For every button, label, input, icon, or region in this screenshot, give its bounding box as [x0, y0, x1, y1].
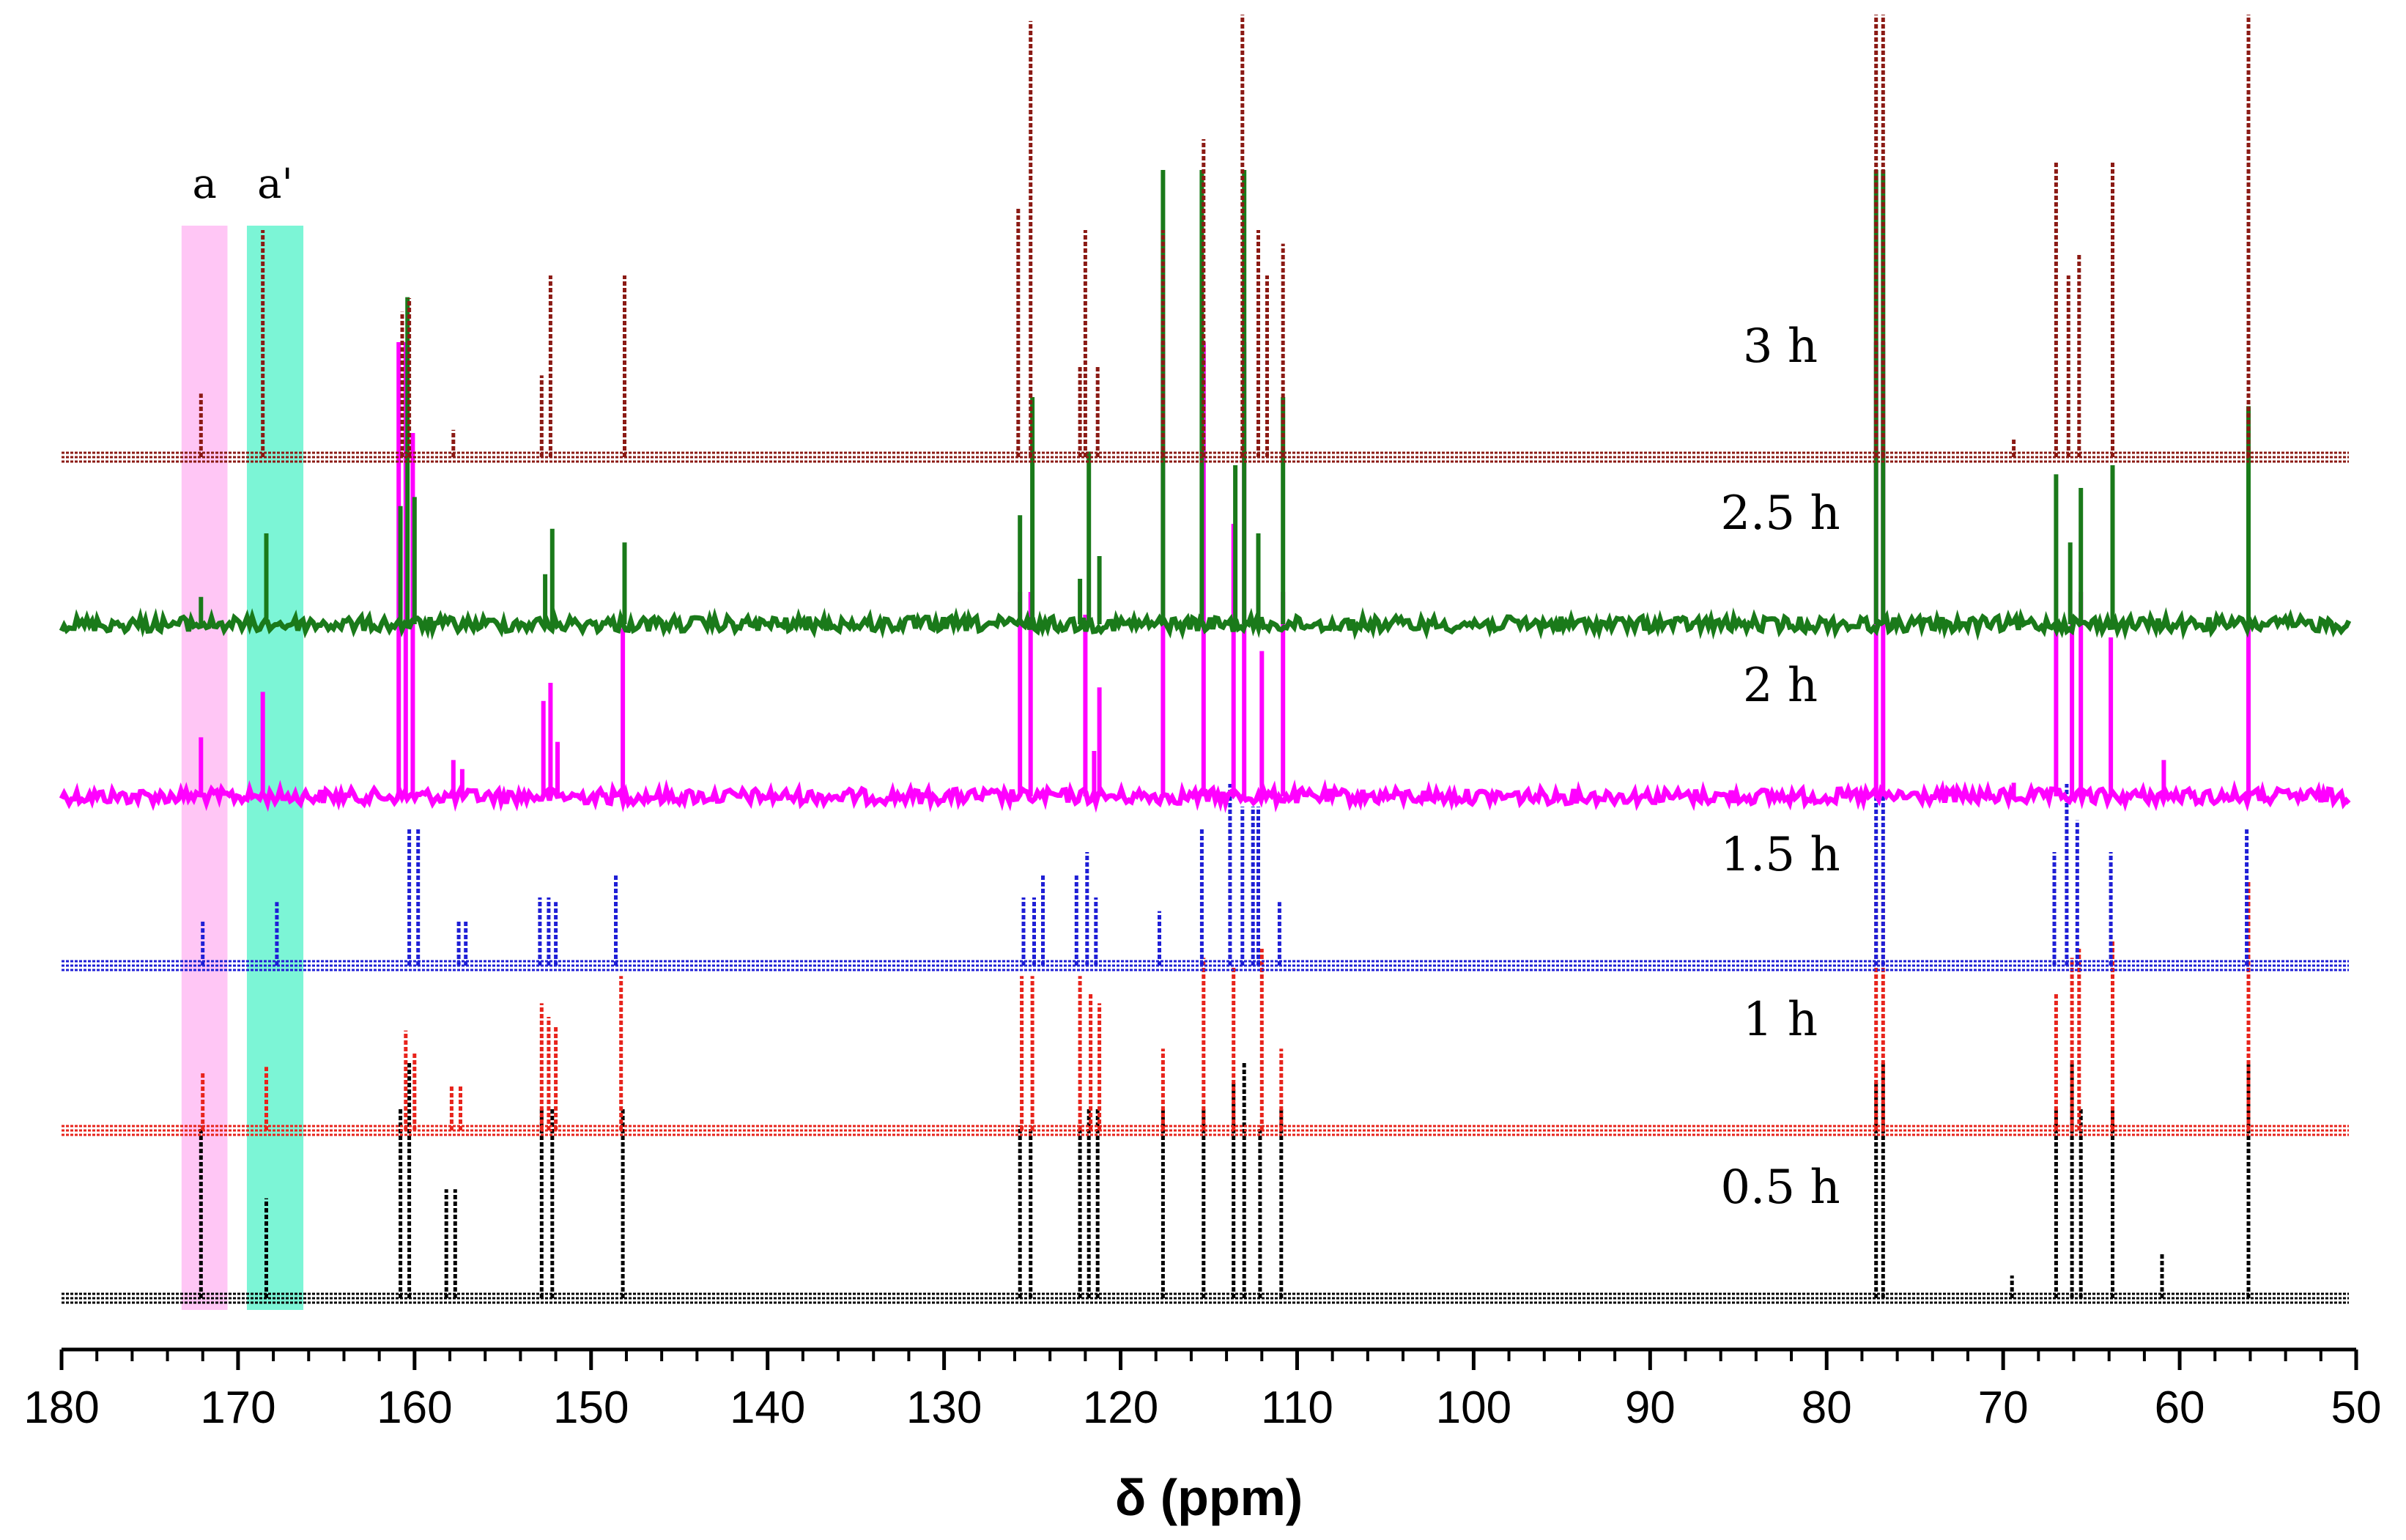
- highlight-band-a: [181, 226, 228, 1310]
- x-axis: 180 170 160 150 140 130 120 110 100 90 80 70 60 50 δ …: [23, 1347, 2381, 1526]
- series-label-0-5-h: 0.5 h: [1720, 1160, 1840, 1215]
- x-tick-label: 110: [1261, 1382, 1333, 1433]
- baseline-noise: [59, 607, 2352, 641]
- series-3-h: [62, 15, 2349, 463]
- x-tick-label: 150: [553, 1382, 629, 1433]
- x-tick-label: 70: [1978, 1382, 2029, 1433]
- series-0-5-h: [62, 1062, 2349, 1304]
- band-label-a-prime: a': [257, 160, 293, 208]
- x-tick-label: 100: [1436, 1382, 1511, 1433]
- x-tick-label: 160: [377, 1382, 452, 1433]
- x-tick-label: 140: [730, 1382, 805, 1433]
- highlight-bands: a a': [181, 160, 304, 1310]
- x-tick-label: 50: [2331, 1382, 2382, 1433]
- series-label-2-h: 2 h: [1743, 659, 1818, 713]
- spectra-group: [59, 15, 2352, 1304]
- x-axis-title: δ (ppm): [1115, 1469, 1303, 1526]
- series-label-2-5-h: 2.5 h: [1720, 486, 1840, 541]
- x-tick-label: 80: [1802, 1382, 1852, 1433]
- series-label-3-h: 3 h: [1743, 319, 1818, 374]
- series-labels: 0.5 h 1 h 1.5 h 2 h 2.5 h 3 h: [1720, 319, 1840, 1215]
- band-label-a: a: [192, 160, 216, 208]
- x-tick-label: 60: [2155, 1382, 2205, 1433]
- series-label-1-h: 1 h: [1743, 993, 1818, 1047]
- x-tick-label: 180: [23, 1382, 99, 1433]
- x-tick-label: 90: [1625, 1382, 1676, 1433]
- series-label-1-5-h: 1.5 h: [1720, 828, 1840, 882]
- x-tick-label: 170: [200, 1382, 275, 1433]
- x-tick-label: 130: [906, 1382, 982, 1433]
- series-1-h: [62, 881, 2349, 1136]
- x-ticks: 180 170 160 150 140 130 120 110 100 90 80 70 60 50: [23, 1350, 2381, 1433]
- x-tick-label: 120: [1083, 1382, 1158, 1433]
- series-2-h: [59, 342, 2351, 813]
- series-1-5-h: [62, 761, 2349, 971]
- highlight-band-a-prime: [246, 226, 304, 1310]
